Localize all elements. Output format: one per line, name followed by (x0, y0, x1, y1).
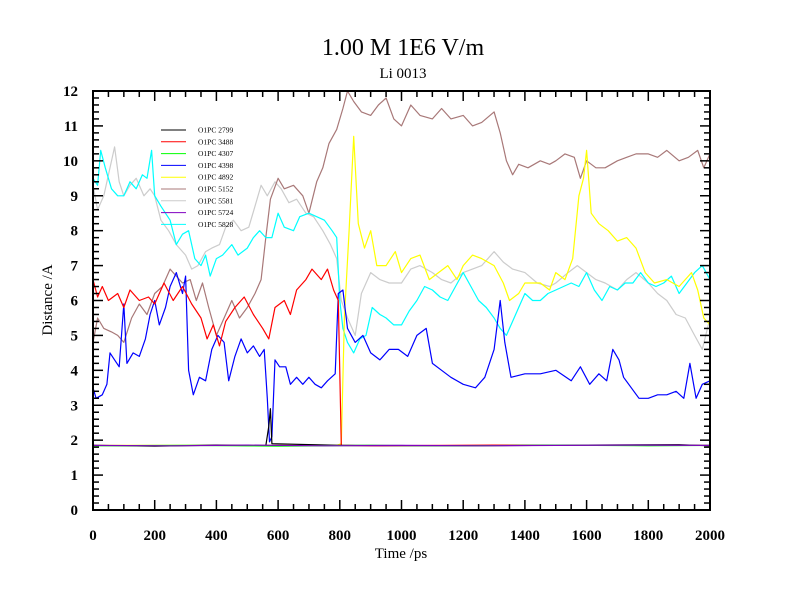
x-tick-label: 1800 (633, 528, 663, 544)
chart-subtitle: Li 0013 (379, 66, 426, 82)
x-tick-label: 1200 (448, 528, 478, 544)
chart-title: 1.00 M 1E6 V/m (322, 35, 485, 61)
x-tick-label: 1000 (387, 528, 417, 544)
x-tick-label: 0 (89, 528, 97, 544)
series-line-o1pc-5828 (92, 149, 711, 354)
y-axis-label: Distance /A (40, 264, 56, 335)
legend-label: O1PC 5152 (198, 185, 233, 194)
series-line-o1pc-5152 (92, 90, 711, 343)
y-tick-label: 7 (71, 259, 79, 275)
legend-label: O1PC 5581 (198, 196, 233, 205)
series-line-o1pc-3488 (92, 268, 711, 447)
legend-label: O1PC 5724 (198, 208, 233, 217)
legend-label: O1PC 4398 (198, 161, 233, 170)
y-tick-label: 3 (71, 398, 79, 414)
x-tick-label: 2000 (695, 528, 725, 544)
series-line-o1pc-2799 (92, 408, 711, 447)
y-tick-label: 4 (71, 363, 79, 379)
y-tick-label: 12 (63, 84, 78, 100)
x-tick-label: 800 (329, 528, 352, 544)
x-tick-label: 600 (267, 528, 290, 544)
y-tick-label: 2 (71, 433, 79, 449)
series-layer (92, 90, 711, 447)
legend-label: O1PC 3488 (198, 137, 233, 146)
y-tick-label: 1 (71, 468, 79, 484)
x-tick-label: 400 (205, 528, 228, 544)
y-tick-label: 5 (71, 328, 79, 344)
legend: O1PC 2799 O1PC 3488 O1PC 4307 O1PC 4398 O1PC… (161, 126, 233, 229)
series-line-o1pc-4892 (93, 135, 711, 446)
legend-label: O1PC 5828 (198, 220, 233, 229)
legend-label: O1PC 2799 (198, 126, 233, 135)
x-tick-label: 1400 (510, 528, 540, 544)
y-tick-label: 11 (64, 119, 78, 135)
y-tick-label: 9 (71, 189, 79, 205)
axes: 0 200 400 600 800 1000 1200 1400 1600 1800 2000012… (63, 84, 725, 544)
series-line-o1pc-4398 (92, 272, 711, 443)
y-tick-label: 8 (71, 224, 79, 240)
legend-label: O1PC 4892 (198, 173, 233, 182)
x-tick-label: 1600 (572, 528, 602, 544)
legend-label: O1PC 4307 (198, 149, 233, 158)
y-tick-label: 10 (63, 154, 78, 170)
y-tick-label: 0 (71, 503, 79, 519)
x-axis-label: Time /ps (375, 546, 428, 562)
series-line-o1pc-5724 (92, 444, 711, 447)
x-tick-label: 200 (143, 528, 166, 544)
y-tick-label: 6 (71, 294, 79, 310)
